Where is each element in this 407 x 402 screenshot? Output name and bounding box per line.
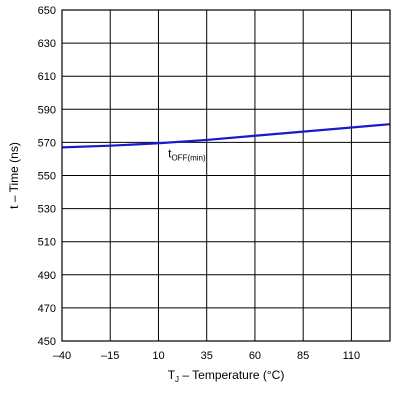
x-tick-label: –15 (101, 350, 119, 362)
y-tick-label: 450 (38, 336, 56, 348)
y-tick-label: 650 (38, 5, 56, 17)
x-axis-label-sub: J (175, 375, 179, 384)
series-lines (61, 123, 391, 149)
plot-frame (61, 9, 391, 342)
x-tick-label: 60 (249, 350, 261, 362)
series-label-base: t (168, 146, 172, 160)
x-tick-label: –40 (53, 350, 71, 362)
x-tick-label: 110 (343, 350, 361, 362)
y-tick-label: 490 (38, 270, 56, 282)
x-tick-label: 35 (201, 350, 213, 362)
x-axis-label-rest: – Temperature (°C) (179, 368, 284, 382)
x-axis-label: TJ – Temperature (°C) (168, 368, 285, 384)
series-line-0 (61, 123, 391, 149)
series-label-sub: OFF(min) (171, 153, 206, 162)
y-axis-label: t – Time (ns) (7, 142, 21, 209)
series-label-toffmin: tOFF(min) (168, 146, 206, 162)
y-tick-label: 590 (38, 104, 56, 116)
y-tick-label: 510 (38, 237, 56, 249)
x-tick-labels: –40 –15 10 35 60 85 110 (53, 350, 360, 362)
y-tick-label: 530 (38, 204, 56, 216)
x-axis-label-base: T (168, 368, 176, 382)
y-tick-label: 610 (38, 71, 56, 83)
y-tick-label: 550 (38, 171, 56, 183)
x-tick-label: 10 (152, 350, 164, 362)
y-tick-label: 470 (38, 303, 56, 315)
y-tick-labels: 450 470 490 510 530 550 570 590 610 630 650 (38, 5, 56, 348)
y-tick-label: 630 (38, 38, 56, 50)
y-tick-label: 570 (38, 137, 56, 149)
grid-lines (61, 9, 390, 342)
x-tick-label: 85 (297, 350, 309, 362)
